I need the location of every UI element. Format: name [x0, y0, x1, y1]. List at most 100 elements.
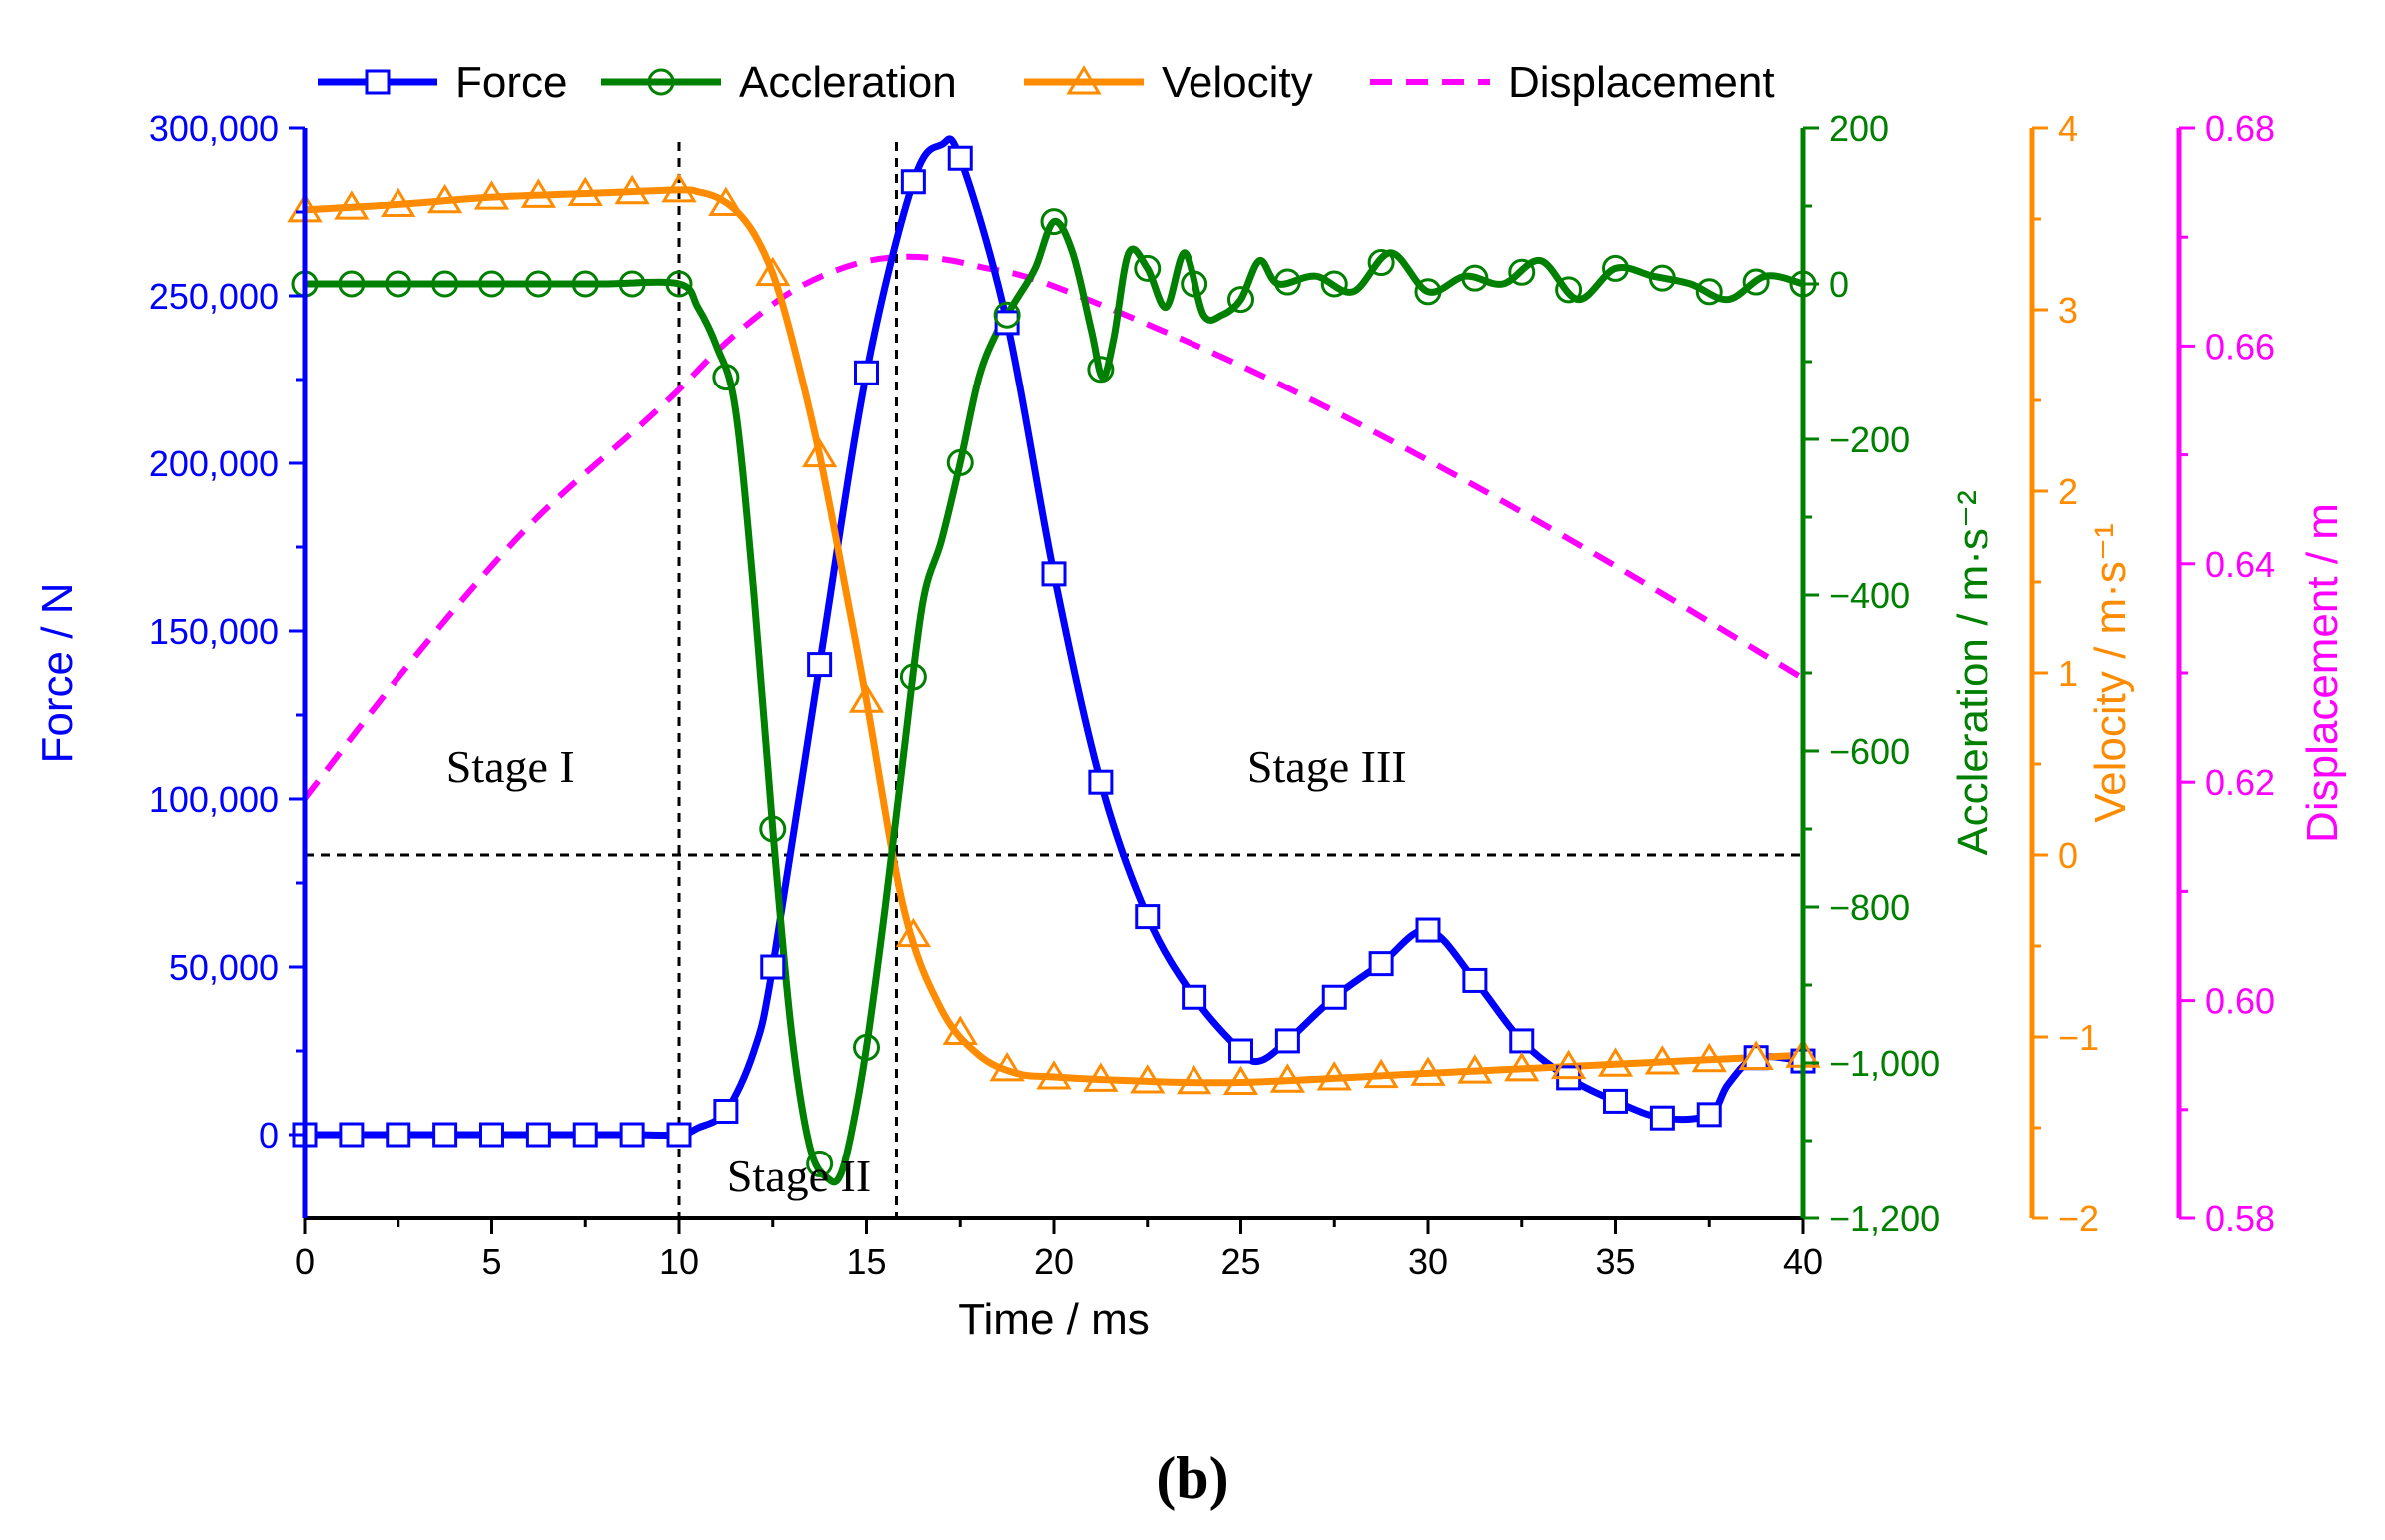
- data-point-accleration: [385, 270, 412, 298]
- y-tick-label-velocity: 4: [2058, 108, 2078, 149]
- y-tick-label-force: 200,000: [149, 443, 279, 484]
- y-axis-title-displacement: Displacement / m: [2298, 503, 2347, 843]
- data-point-force: [666, 1122, 692, 1148]
- data-point-velocity: [942, 1015, 978, 1045]
- data-point-force: [572, 1122, 598, 1148]
- data-point-force: [1135, 904, 1161, 930]
- x-tick-label: 5: [481, 1241, 501, 1282]
- data-point-accleration: [665, 270, 693, 298]
- y-tick-label-force: 150,000: [149, 611, 279, 652]
- legend-label-accleration: Accleration: [739, 58, 957, 107]
- data-point-velocity: [567, 176, 603, 207]
- data-point-force: [1041, 561, 1067, 587]
- series-line-accleration: [305, 217, 1804, 1186]
- data-point-force: [713, 1098, 739, 1124]
- legend-marker-accleration: [647, 68, 675, 96]
- data-point-velocity: [426, 183, 463, 214]
- y-tick-label-displacement: 0.62: [2205, 762, 2275, 803]
- legend-label-velocity: Velocity: [1162, 58, 1313, 107]
- y-tick-label-accleration: −400: [1829, 575, 1910, 616]
- data-point-force: [525, 1122, 551, 1148]
- y-tick-label-accleration: −1,000: [1829, 1043, 1940, 1084]
- data-point-accleration: [1508, 258, 1536, 286]
- legend-item-force: Force: [318, 58, 567, 107]
- legend-item-displacement: Displacement: [1370, 58, 1775, 107]
- y-tick-label-displacement: 0.68: [2205, 108, 2275, 149]
- data-point-accleration: [524, 270, 552, 298]
- data-point-force: [1603, 1088, 1628, 1114]
- y-tick-label-displacement: 0.60: [2205, 981, 2275, 1022]
- data-point-velocity: [1222, 1065, 1259, 1095]
- data-point-force: [1415, 917, 1441, 943]
- data-point-accleration: [338, 270, 366, 298]
- data-point-force: [1368, 951, 1394, 977]
- data-point-velocity: [1036, 1060, 1072, 1090]
- data-point-accleration: [1087, 356, 1115, 384]
- data-point-force: [479, 1122, 504, 1148]
- y-tick-label-velocity: 0: [2058, 835, 2078, 876]
- data-point-accleration: [1181, 270, 1208, 298]
- data-point-velocity: [1597, 1047, 1634, 1077]
- data-point-velocity: [1363, 1058, 1399, 1089]
- data-point-velocity: [1504, 1051, 1540, 1082]
- data-point-velocity: [520, 178, 557, 208]
- y-tick-label-force: 0: [259, 1115, 279, 1155]
- data-point-velocity: [708, 186, 744, 217]
- y-tick-label-velocity: 1: [2058, 653, 2078, 694]
- data-point-force: [1088, 769, 1114, 795]
- data-point-velocity: [1269, 1063, 1306, 1093]
- data-point-accleration: [1648, 264, 1676, 292]
- data-point-velocity: [1738, 1040, 1774, 1070]
- data-point-force: [1696, 1102, 1722, 1128]
- y-tick-label-force: 50,000: [169, 947, 279, 988]
- x-tick-label: 15: [846, 1241, 886, 1282]
- y-tick-label-accleration: −600: [1829, 731, 1910, 772]
- data-point-velocity: [1550, 1049, 1587, 1080]
- data-point-velocity: [1130, 1064, 1166, 1094]
- data-point-velocity: [614, 174, 650, 205]
- legend-marker-velocity: [1066, 65, 1102, 95]
- reference-lines: [305, 142, 1803, 1218]
- data-point-velocity: [848, 683, 885, 713]
- y-tick-label-displacement: 0.58: [2205, 1198, 2275, 1239]
- stage-label-3: Stage III: [1247, 741, 1407, 792]
- data-point-force: [760, 954, 786, 980]
- data-point-force: [1182, 984, 1207, 1010]
- stage-label-2: Stage II: [727, 1151, 871, 1201]
- legend: Force Accleration Velocity Displacement: [318, 58, 1775, 107]
- data-point-force: [386, 1122, 411, 1148]
- data-point-accleration: [712, 364, 740, 391]
- data-point-velocity: [334, 190, 370, 220]
- y-tick-label-accleration: −800: [1829, 887, 1910, 928]
- data-point-force: [1462, 967, 1488, 993]
- y-axis-title-velocity: Velocity / m·s⁻¹: [2086, 523, 2135, 823]
- y-axis-title-force: Force / N: [33, 583, 82, 764]
- data-point-accleration: [1227, 286, 1254, 314]
- data-point-velocity: [1691, 1042, 1727, 1073]
- data-point-accleration: [1367, 249, 1395, 277]
- data-point-force: [432, 1122, 458, 1148]
- data-point-accleration: [946, 448, 974, 476]
- x-tick-label: 20: [1034, 1241, 1074, 1282]
- data-point-accleration: [1134, 254, 1162, 282]
- y-tick-label-displacement: 0.64: [2205, 544, 2275, 585]
- x-axis-title: Time / ms: [958, 1295, 1149, 1344]
- data-point-force: [339, 1122, 365, 1148]
- labels-layer: Stage I Stage II Stage III (b): [446, 741, 1407, 1511]
- x-tick-label: 0: [295, 1241, 315, 1282]
- x-tick-label: 10: [659, 1241, 699, 1282]
- y-tick-label-velocity: 2: [2058, 471, 2078, 512]
- legend-item-accleration: Accleration: [601, 58, 957, 107]
- data-point-accleration: [478, 270, 505, 298]
- data-point-accleration: [571, 270, 599, 298]
- y-tick-label-accleration: 200: [1829, 108, 1889, 149]
- x-tick-label: 35: [1595, 1241, 1635, 1282]
- data-point-force: [1509, 1028, 1535, 1054]
- y-tick-label-velocity: −2: [2058, 1198, 2099, 1239]
- y-axis-title-accleration: Accleration / m·s⁻²: [1949, 490, 1997, 856]
- data-point-accleration: [1040, 208, 1068, 236]
- legend-item-velocity: Velocity: [1024, 58, 1313, 107]
- data-point-velocity: [1316, 1061, 1352, 1091]
